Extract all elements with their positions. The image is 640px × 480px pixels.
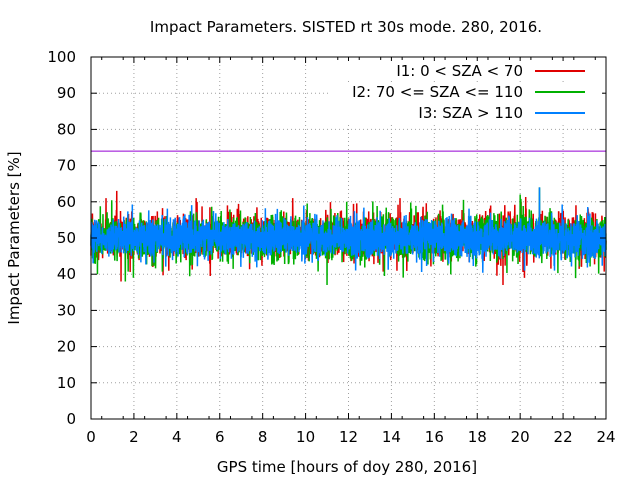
y-tick-label: 80: [57, 120, 76, 138]
x-axis-label: GPS time [hours of doy 280, 2016]: [217, 458, 477, 476]
legend-backdrop: [330, 82, 602, 102]
legend-backdrop: [330, 103, 602, 123]
x-tick-label: 20: [511, 428, 530, 446]
x-tick-label: 16: [425, 428, 444, 446]
series-line-3: [90, 187, 607, 273]
y-tick-label: 100: [47, 48, 76, 66]
y-tick-label: 70: [57, 157, 76, 175]
legend-label-1: I1: 0 < SZA < 70: [396, 62, 523, 80]
x-tick-label: 8: [258, 428, 268, 446]
x-tick-label: 6: [215, 428, 225, 446]
legend-label-3: I3: SZA > 110: [418, 104, 523, 122]
y-tick-label: 30: [57, 301, 76, 319]
legend-label-2: I2: 70 <= SZA <= 110: [352, 83, 523, 101]
y-tick-label: 0: [66, 410, 76, 428]
axes: 0 2 4 6 8 10 12 14 16 18 20 22 240102030405060708090…: [47, 48, 615, 446]
x-tick-label: 10: [296, 428, 315, 446]
x-tick-label: 14: [382, 428, 401, 446]
chart-title: Impact Parameters. SISTED rt 30s mode. 2…: [150, 18, 542, 36]
x-tick-label: 2: [129, 428, 139, 446]
series-group: [90, 187, 607, 286]
y-tick-label: 40: [57, 265, 76, 283]
y-axis-label: Impact Parameters [%]: [5, 151, 23, 324]
x-tick-label: 24: [596, 428, 615, 446]
x-tick-label: 0: [86, 428, 96, 446]
x-tick-label: 4: [172, 428, 182, 446]
y-tick-label: 60: [57, 193, 76, 211]
legend: I1: 0 < SZA < 70 I2: 70 <= SZA <= 110 I3: …: [330, 61, 602, 123]
x-tick-label: 22: [554, 428, 573, 446]
plot-frame: [90, 56, 607, 420]
y-tick-label: 50: [57, 229, 76, 247]
x-tick-label: 12: [339, 428, 358, 446]
y-tick-label: 90: [57, 84, 76, 102]
x-tick-label: 18: [468, 428, 487, 446]
y-tick-label: 20: [57, 338, 76, 356]
y-tick-label: 10: [57, 374, 76, 392]
legend-backdrop: [330, 61, 602, 81]
